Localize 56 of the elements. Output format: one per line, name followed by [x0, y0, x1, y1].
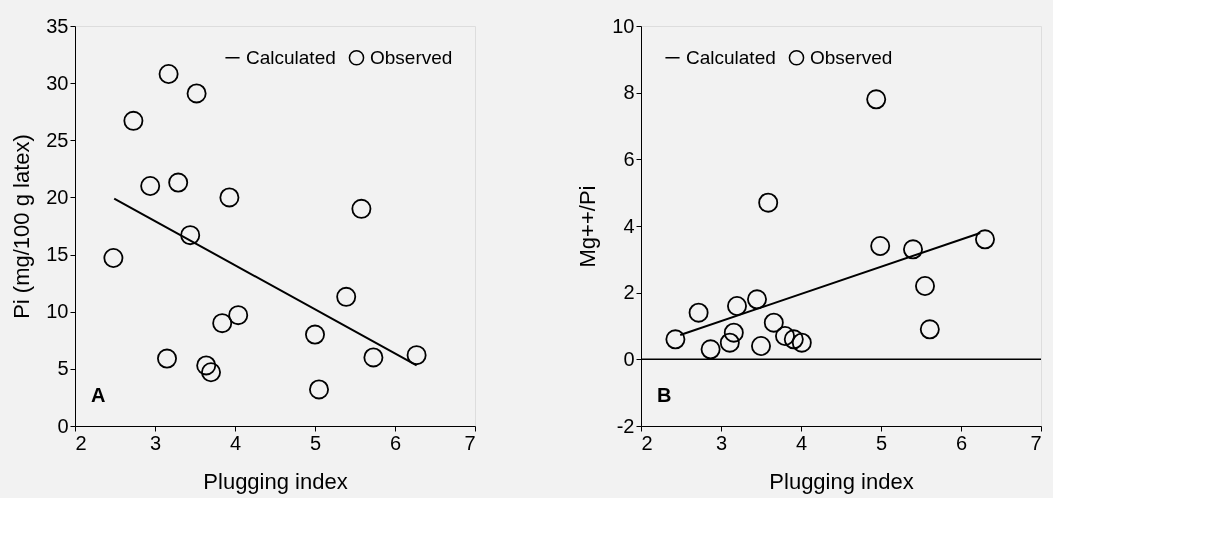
y-axis-title: Pi (mg/100 g latex)	[9, 134, 35, 319]
point	[309, 379, 329, 400]
y-tick-label: 4	[623, 214, 635, 237]
x-tick-label: 6	[955, 431, 968, 454]
x-tick-label: 6	[389, 431, 402, 454]
x-axis-title: Plugging index	[769, 468, 914, 494]
y-tick-label: 30	[46, 71, 69, 94]
x-tick-label: 2	[75, 431, 87, 454]
legend-label: Observed	[370, 46, 453, 68]
y-axis-title: Mg++/Pi	[575, 185, 601, 268]
point	[406, 345, 427, 366]
annotation: A	[91, 384, 106, 406]
point	[180, 225, 201, 246]
point	[140, 176, 161, 196]
point	[336, 286, 357, 307]
y-tick-label: 0	[623, 347, 635, 370]
x-tick-label: 5	[309, 431, 322, 454]
x-tick-label: 3	[715, 431, 728, 454]
y-tick-label: 5	[57, 357, 69, 380]
y-tick-label: 8	[623, 81, 635, 104]
y-tick-label: 0	[57, 414, 69, 437]
x-tick-label: 4	[795, 431, 808, 454]
y-tick-label: -2	[616, 414, 635, 437]
annotation: B	[657, 384, 672, 406]
x-tick-label: 3	[149, 431, 162, 454]
y-tick-label: 25	[46, 128, 69, 151]
point	[212, 313, 233, 334]
point	[228, 305, 249, 326]
legend-label: Calculated	[686, 46, 776, 68]
x-tick-label: 4	[229, 431, 242, 454]
point	[363, 347, 384, 368]
legend-label: Calculated	[246, 46, 336, 68]
y-tick-label: 35	[46, 14, 69, 37]
y-tick-label: 15	[46, 243, 69, 266]
x-tick-label: 2	[641, 431, 653, 454]
point	[123, 110, 144, 131]
y-tick-label: 10	[46, 300, 69, 323]
point	[158, 64, 179, 84]
point	[201, 362, 221, 383]
y-tick-label: 2	[623, 281, 635, 304]
x-axis-title: Plugging index	[203, 468, 348, 494]
point	[196, 355, 217, 376]
x-tick-label: 7	[1030, 431, 1042, 454]
point	[168, 172, 189, 193]
y-tick-label: 20	[46, 185, 69, 208]
y-tick-label: 6	[623, 147, 635, 170]
point	[305, 324, 325, 345]
point	[351, 198, 372, 219]
y-tick-label: 10	[612, 14, 635, 37]
point	[157, 348, 177, 369]
point	[103, 248, 124, 268]
x-tick-label: 7	[464, 431, 476, 454]
legend-label: Observed	[810, 46, 893, 68]
point	[186, 83, 207, 104]
point	[219, 187, 240, 208]
x-tick-label: 5	[875, 431, 888, 454]
